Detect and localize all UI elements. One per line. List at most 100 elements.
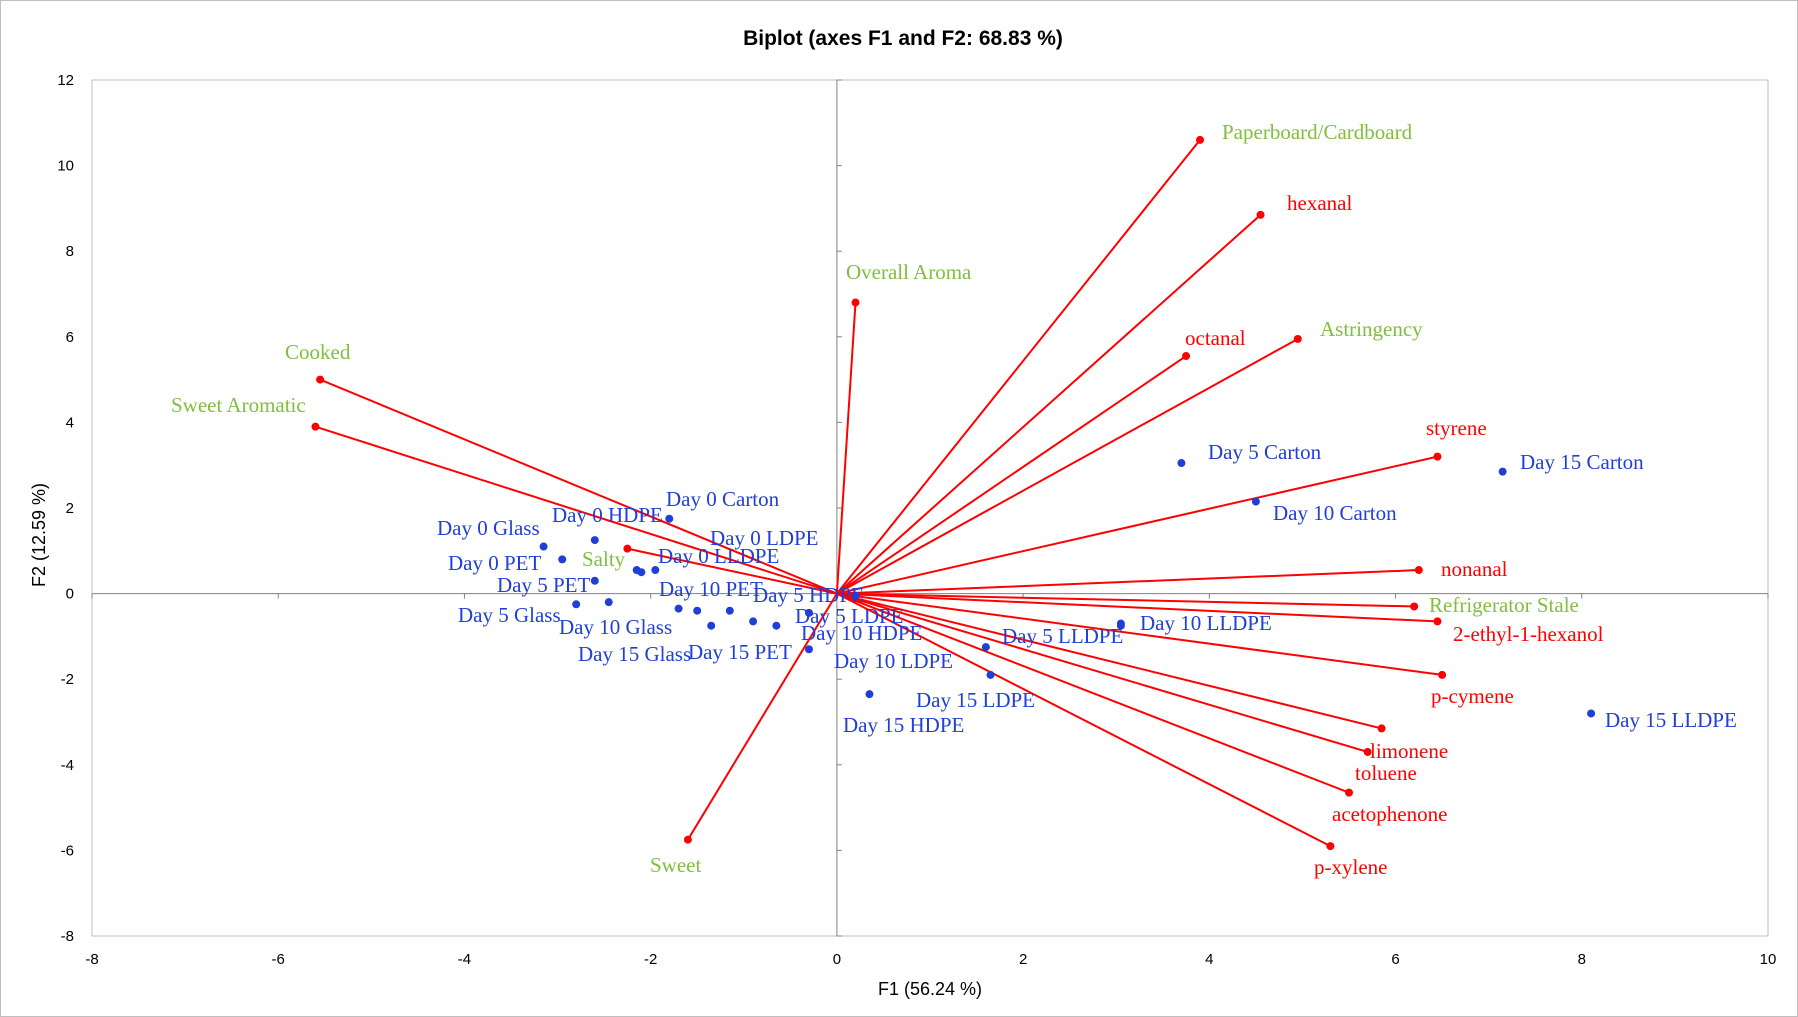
x-tick-label: 4 [1205, 951, 1213, 968]
vector-line [627, 547, 838, 595]
vector-line [836, 355, 1187, 595]
vector-endpoint [1256, 210, 1265, 219]
vector-endpoint [1326, 842, 1335, 851]
vector-line [836, 592, 1368, 753]
observation-label: Day 5 Glass [458, 603, 561, 627]
vector-endpoint [623, 544, 632, 553]
observation-label: Day 10 LDPE [834, 649, 953, 673]
observation-label: Day 15 LLDPE [1605, 708, 1737, 732]
volatile-variable-label: p-xylene [1314, 855, 1387, 879]
observation-point [749, 617, 758, 626]
vector-line [836, 592, 1331, 848]
vector-line [835, 302, 857, 594]
observation-point [674, 604, 683, 613]
observation-point [986, 670, 995, 679]
vector-line [836, 338, 1299, 595]
observation-label: Day 10 PET [659, 577, 763, 601]
observation-label: Day 0 Carton [666, 487, 780, 511]
vector-line [315, 425, 838, 595]
y-tick-label: 8 [66, 243, 74, 260]
observation-label: Day 0 PET [448, 551, 541, 575]
observation-label: Day 15 Glass [578, 642, 691, 666]
volatile-variable-label: styrene [1426, 416, 1487, 440]
observation-point [804, 608, 813, 617]
vector-endpoint [1433, 617, 1442, 626]
observation-label: Day 0 Glass [437, 516, 540, 540]
x-tick-label: -6 [272, 951, 285, 968]
observation-label: Day 15 HDPE [843, 713, 964, 737]
observation-point [665, 514, 674, 523]
vector-endpoint [1345, 788, 1353, 797]
vector-endpoint [851, 298, 860, 307]
observation-point [1587, 709, 1596, 718]
volatile-variable-label: toluene [1355, 761, 1417, 785]
observation-point [1251, 497, 1260, 506]
vector-endpoint [1433, 452, 1442, 461]
y-tick-label: 2 [66, 500, 74, 517]
tick-labels: -8 -6 -4 -2 0 2 4 6 8 10 -8 -6 -4 -2 0 2 4 6 8 10 12 [57, 72, 1776, 968]
vector-endpoint [683, 835, 692, 844]
observation-label: Day 15 PET [688, 640, 792, 664]
observation-point [558, 555, 567, 564]
observation-point [590, 576, 599, 585]
vector-line [319, 378, 838, 595]
y-tick-label: 4 [66, 414, 74, 431]
volatile-variable-label: limonene [1370, 739, 1448, 763]
vector-line [836, 592, 1382, 730]
x-tick-label: 2 [1019, 951, 1027, 968]
plot-area [91, 79, 1769, 937]
observation-point [632, 566, 641, 575]
vector-line [836, 139, 1201, 595]
vector-endpoint [1293, 334, 1302, 343]
observation-point [1116, 621, 1125, 630]
vector-line [836, 592, 1443, 676]
axes [91, 79, 1769, 937]
sensory-variable-label: Paperboard/Cardboard [1222, 120, 1413, 144]
observation-point [865, 690, 874, 699]
observation-point [1177, 459, 1186, 468]
x-tick-label: -8 [85, 951, 98, 968]
vector-endpoint [316, 375, 325, 384]
observation-point [693, 606, 702, 615]
vector-line [687, 593, 838, 841]
observation-label: Day 5 LDPE [795, 604, 904, 628]
volatile-variable-label: hexanal [1287, 191, 1352, 215]
sensory-variable-label: Overall Aroma [846, 260, 972, 284]
vector-endpoint [1196, 135, 1205, 144]
vector-endpoint [1182, 352, 1191, 361]
observation-point [772, 621, 781, 630]
sensory-variable-label: Sweet [650, 853, 701, 877]
observation-point [851, 591, 860, 600]
observation-point [572, 600, 581, 609]
vector-line [836, 214, 1262, 595]
vector-endpoint [311, 422, 320, 431]
x-tick-label: -2 [644, 951, 657, 968]
y-tick-label: -4 [61, 757, 74, 774]
observation-point [1498, 467, 1507, 476]
observation-point [604, 598, 613, 607]
observation-point [539, 542, 548, 551]
vector-endpoint [1363, 747, 1372, 756]
observation-label: Day 10 Carton [1273, 501, 1397, 525]
y-tick-label: 10 [57, 158, 74, 175]
y-tick-label: -6 [61, 842, 74, 859]
x-tick-label: 10 [1760, 951, 1777, 968]
observation-label: Day 5 HDPE [753, 583, 864, 607]
vector-line [836, 592, 1415, 608]
sensory-variable-label: Sweet Aromatic [171, 393, 306, 417]
observation-point [651, 566, 660, 575]
vector-endpoint [1410, 602, 1419, 611]
volatile-variable-label: nonanal [1441, 557, 1508, 581]
y-tick-label: 0 [66, 586, 74, 603]
x-tick-label: -4 [458, 951, 471, 968]
y-axis-label: F2 (12.59 %) [29, 483, 49, 587]
volatile-variable-label: p-cymene [1431, 684, 1514, 708]
observation-label: Day 5 LLDPE [1002, 624, 1123, 648]
observation-point [981, 643, 990, 652]
observation-point [804, 645, 813, 654]
x-tick-label: 8 [1578, 951, 1586, 968]
observation-point [590, 536, 599, 545]
sensory-variable-label: Cooked [285, 340, 351, 364]
